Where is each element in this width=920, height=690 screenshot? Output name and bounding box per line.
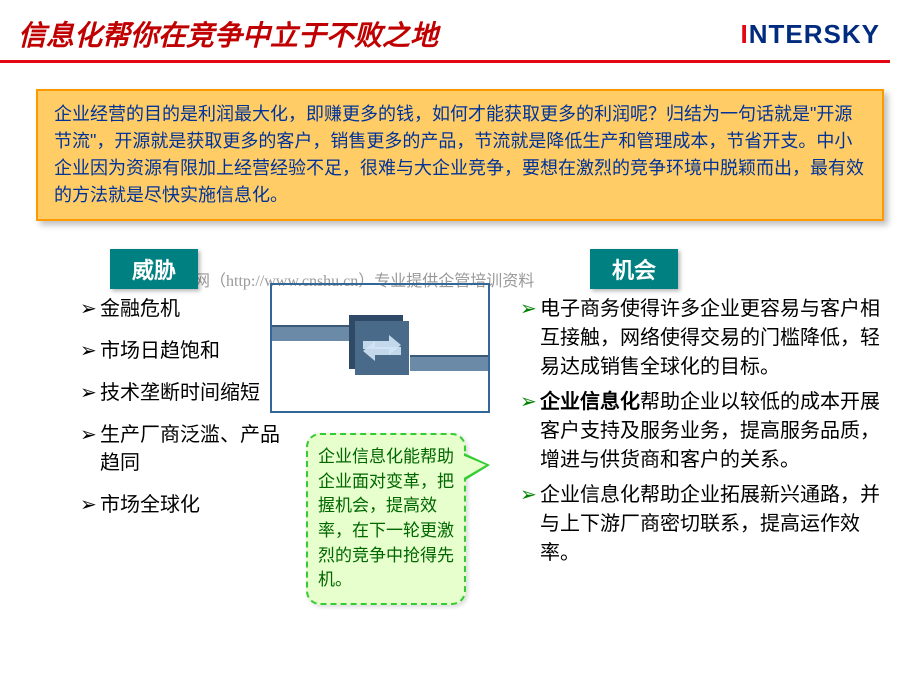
- threats-badge: 威胁: [110, 249, 198, 289]
- opportunities-badge: 机会: [590, 249, 678, 289]
- list-item: 电子商务使得许多企业更容易与客户相互接触，网络使得交易的门槛降低，轻易达成销售全…: [520, 295, 890, 382]
- threats-column: 金融危机 市场日趋饱和 技术垄断时间缩短 生产厂商泛滥、产品趋同 市场全球化: [80, 295, 290, 533]
- list-item: 企业信息化帮助企业以较低的成本开展客户支持及服务业务，提高服务品质，增进与供货商…: [520, 388, 890, 475]
- content-area: 精品资料网（http://www.cnshu.cn）专业提供企管培训资料 威胁 …: [0, 239, 920, 669]
- threats-list: 金融危机 市场日趋饱和 技术垄断时间缩短 生产厂商泛滥、产品趋同 市场全球化: [80, 295, 290, 519]
- list-item: 市场日趋饱和: [80, 337, 290, 365]
- center-diagram: 企业信息化能帮助企业面对变革，把握机会，提高效率，在下一轮更激烈的竞争中抢得先机…: [260, 283, 510, 663]
- opp-text: 电子商务使得许多企业更容易与客户相互接触，网络使得交易的门槛降低，轻易达成销售全…: [540, 298, 880, 378]
- opportunities-column: 电子商务使得许多企业更容易与客户相互接触，网络使得交易的门槛降低，轻易达成销售全…: [520, 295, 890, 574]
- callout-bubble: 企业信息化能帮助企业面对变革，把握机会，提高效率，在下一轮更激烈的竞争中抢得先机…: [306, 433, 466, 605]
- logo-text: NTERSKY: [749, 19, 880, 49]
- logo-accent: I: [741, 19, 749, 49]
- diagram-bar-right: [410, 355, 488, 371]
- opp-text: 企业信息化帮助企业拓展新兴通路，并与上下游厂商密切联系，提高运作效率。: [540, 484, 880, 564]
- diagram-cube: [355, 321, 409, 375]
- intro-box: 企业经营的目的是利润最大化，即赚更多的钱，如何才能获取更多的利润呢？归结为一句话…: [36, 89, 884, 221]
- page-title: 信息化帮你在竞争中立于不败之地: [18, 14, 438, 54]
- list-item: 企业信息化帮助企业拓展新兴通路，并与上下游厂商密切联系，提高运作效率。: [520, 481, 890, 568]
- list-item: 生产厂商泛滥、产品趋同: [80, 421, 290, 477]
- header: 信息化帮你在竞争中立于不败之地 INTERSKY: [0, 0, 920, 60]
- opp-bold: 企业信息化: [540, 391, 640, 413]
- list-item: 技术垄断时间缩短: [80, 379, 290, 407]
- intro-text: 企业经营的目的是利润最大化，即赚更多的钱，如何才能获取更多的利润呢？归结为一句话…: [54, 101, 866, 209]
- logo: INTERSKY: [741, 19, 880, 50]
- accent-line: [0, 60, 890, 63]
- opportunities-list: 电子商务使得许多企业更容易与客户相互接触，网络使得交易的门槛降低，轻易达成销售全…: [520, 295, 890, 568]
- diagram-bar-left: [272, 325, 354, 341]
- list-item: 市场全球化: [80, 491, 290, 519]
- list-item: 金融危机: [80, 295, 290, 323]
